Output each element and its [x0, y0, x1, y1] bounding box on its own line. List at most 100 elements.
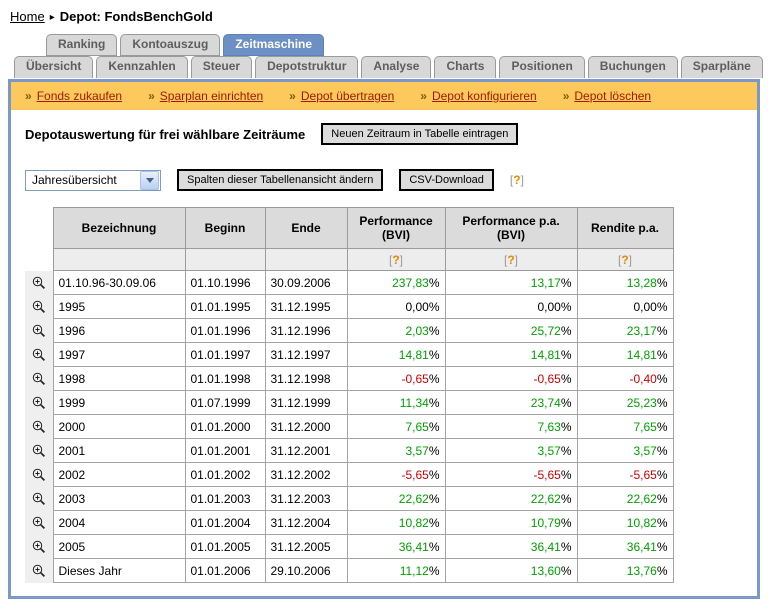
magnifier-icon — [32, 468, 45, 481]
cell-rendite-pa: 3,57% — [576, 438, 674, 463]
col-performance-bvi: Performance (BVI) — [346, 207, 446, 249]
secondary-tab[interactable]: Kennzahlen — [96, 56, 188, 78]
action-link[interactable]: Sparplan einrichten — [159, 89, 264, 103]
primary-tab[interactable]: Ranking — [46, 34, 118, 56]
secondary-tabs: Übersicht Kennzahlen Steuer Depotstruktur An… — [14, 56, 768, 78]
cell-performance-pa: 22,62% — [444, 486, 578, 511]
header-spacer — [25, 248, 53, 271]
magnifier-icon — [32, 372, 45, 385]
magnifier-icon — [32, 516, 45, 529]
cell-ende: 31.12.1998 — [264, 366, 348, 391]
cell-performance: 2,03% — [346, 318, 446, 343]
cell-performance: 11,34% — [346, 390, 446, 415]
cell-bezeichnung: 01.10.96-30.09.06 — [52, 270, 186, 295]
edit-columns-button[interactable]: Spalten dieser Tabellenansicht ändern — [177, 169, 384, 191]
cell-performance-pa: 23,74% — [444, 390, 578, 415]
table-row: 2004 01.01.2004 31.12.2004 10,82% 10,79%… — [25, 510, 674, 535]
row-detail-zoom[interactable] — [25, 390, 53, 415]
magnifier-icon — [32, 420, 45, 433]
cell-ende: 31.12.2003 — [264, 486, 348, 511]
section-header: Depotauswertung für frei wählbare Zeiträ… — [25, 123, 743, 145]
row-detail-zoom[interactable] — [25, 294, 53, 319]
new-period-button[interactable]: Neuen Zeitraum in Tabelle eintragen — [321, 123, 519, 145]
secondary-tab[interactable]: Steuer — [190, 56, 253, 78]
row-detail-zoom[interactable] — [25, 486, 53, 511]
csv-help-link[interactable]: [?] — [510, 171, 524, 189]
cell-ende: 31.12.1997 — [264, 342, 348, 367]
magnifier-icon — [32, 540, 45, 553]
cell-performance-pa: 10,79% — [444, 510, 578, 535]
home-link[interactable]: Home — [10, 9, 45, 24]
row-detail-zoom[interactable] — [25, 462, 53, 487]
secondary-tab[interactable]: Analyse — [361, 56, 432, 78]
secondary-tab[interactable]: Buchungen — [587, 56, 678, 78]
column-help-link[interactable]: [?] — [576, 248, 674, 271]
double-chevron-icon: » — [25, 89, 32, 103]
cell-rendite-pa: 36,41% — [576, 534, 674, 559]
col-ende: Ende — [264, 207, 348, 249]
table-row: 1998 01.01.1998 31.12.1998 -0,65% -0,65%… — [25, 366, 674, 391]
action-link[interactable]: Depot konfigurieren — [431, 89, 537, 103]
cell-rendite-pa: 22,62% — [576, 486, 674, 511]
cell-bezeichnung: 1998 — [52, 366, 186, 391]
cell-performance-pa: 36,41% — [444, 534, 578, 559]
content-frame: » Fonds zukaufen » Sparplan einrichten » De… — [8, 79, 760, 599]
cell-rendite-pa: 25,23% — [576, 390, 674, 415]
primary-tab[interactable]: Kontoauszug — [120, 34, 221, 56]
action-link[interactable]: Depot löschen — [574, 89, 652, 103]
table-row: 2002 01.01.2002 31.12.2002 -5,65% -5,65%… — [25, 462, 674, 487]
table-row: 1997 01.01.1997 31.12.1997 14,81% 14,81%… — [25, 342, 674, 367]
action-link[interactable]: Fonds zukaufen — [36, 89, 123, 103]
row-detail-zoom[interactable] — [25, 414, 53, 439]
action-link[interactable]: Depot übertragen — [300, 89, 395, 103]
secondary-tab[interactable]: Depotstruktur — [255, 56, 359, 78]
view-select[interactable]: Jahresübersicht — [25, 169, 161, 191]
triangle-right-icon: ▸ — [49, 12, 55, 23]
secondary-tab[interactable]: Charts — [434, 56, 497, 78]
col-beginn: Beginn — [184, 207, 266, 249]
cell-ende: 31.12.1996 — [264, 318, 348, 343]
cell-rendite-pa: 0,00% — [576, 294, 674, 319]
cell-bezeichnung: 2004 — [52, 510, 186, 535]
help-bracket: [ — [509, 173, 514, 187]
chevron-down-icon[interactable] — [140, 170, 159, 190]
row-detail-zoom[interactable] — [25, 318, 53, 343]
cell-performance: 3,57% — [346, 438, 446, 463]
cell-bezeichnung: Dieses Jahr — [52, 558, 186, 583]
row-detail-zoom[interactable] — [25, 534, 53, 559]
column-help-link[interactable]: [?] — [444, 248, 578, 271]
table-row: 2003 01.01.2003 31.12.2003 22,62% 22,62%… — [25, 486, 674, 511]
cell-beginn: 01.01.2001 — [184, 438, 266, 463]
row-detail-zoom[interactable] — [25, 438, 53, 463]
row-detail-zoom[interactable] — [25, 558, 53, 583]
magnifier-icon — [32, 324, 45, 337]
cell-bezeichnung: 1999 — [52, 390, 186, 415]
cell-bezeichnung: 2001 — [52, 438, 186, 463]
row-detail-zoom[interactable] — [25, 342, 53, 367]
cell-beginn: 01.01.1995 — [184, 294, 266, 319]
cell-performance-pa: 14,81% — [444, 342, 578, 367]
cell-ende: 31.12.1999 — [264, 390, 348, 415]
cell-beginn: 01.01.1998 — [184, 366, 266, 391]
column-help-link[interactable]: [?] — [346, 248, 446, 271]
cell-bezeichnung: 1995 — [52, 294, 186, 319]
row-detail-zoom[interactable] — [25, 270, 53, 295]
secondary-tab[interactable]: Sparpläne — [680, 56, 763, 78]
csv-download-button[interactable]: CSV-Download — [399, 169, 494, 191]
row-detail-zoom[interactable] — [25, 366, 53, 391]
table-row: 1999 01.07.1999 31.12.1999 11,34% 23,74%… — [25, 390, 674, 415]
section-title: Depotauswertung für frei wählbare Zeiträ… — [25, 126, 306, 142]
cell-ende: 30.09.2006 — [264, 270, 348, 295]
cell-performance: 14,81% — [346, 342, 446, 367]
row-detail-zoom[interactable] — [25, 510, 53, 535]
cell-performance: 11,12% — [346, 558, 446, 583]
secondary-tab[interactable]: Übersicht — [14, 56, 94, 78]
secondary-tab[interactable]: Positionen — [499, 56, 585, 78]
table-row: 1996 01.01.1996 31.12.1996 2,03% 25,72% … — [25, 318, 674, 343]
table-row: 2005 01.01.2005 31.12.2005 36,41% 36,41%… — [25, 534, 674, 559]
table-controls: Jahresübersicht Spalten dieser Tabellena… — [25, 169, 743, 191]
primary-tab[interactable]: Zeitmaschine — [223, 34, 325, 56]
magnifier-icon — [32, 276, 45, 289]
cell-performance: 10,82% — [346, 510, 446, 535]
